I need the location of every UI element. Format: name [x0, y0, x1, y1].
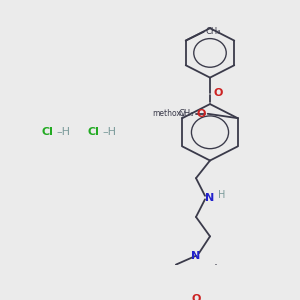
- Text: O: O: [191, 294, 201, 300]
- Text: –H: –H: [56, 127, 70, 137]
- Text: Cl: Cl: [88, 127, 100, 137]
- Text: CH₃: CH₃: [178, 109, 194, 118]
- Text: O: O: [213, 88, 222, 98]
- Text: Cl: Cl: [42, 127, 54, 137]
- Text: CH₃: CH₃: [206, 27, 221, 36]
- Text: O: O: [196, 109, 206, 119]
- Text: N: N: [206, 193, 214, 202]
- Text: methoxy: methoxy: [152, 109, 186, 118]
- Text: N: N: [191, 251, 201, 261]
- Text: –H: –H: [102, 127, 116, 137]
- Text: H: H: [218, 190, 226, 200]
